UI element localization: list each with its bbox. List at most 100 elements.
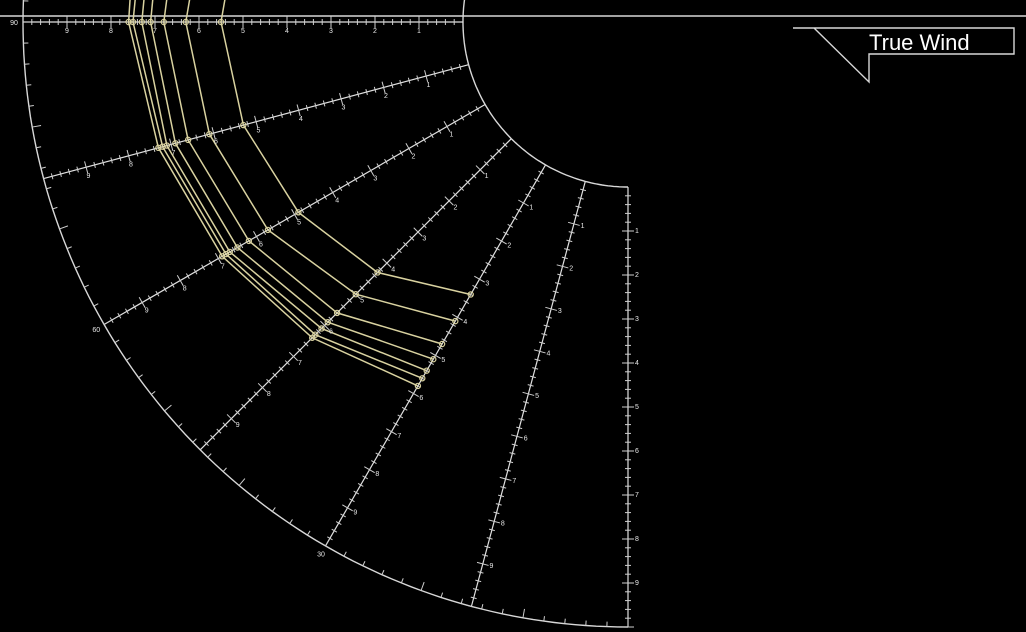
radial-tick — [235, 409, 241, 415]
radial-tick — [257, 382, 268, 393]
radial-tick — [459, 185, 465, 191]
radial-tick-label: 2 — [635, 272, 639, 279]
radial-tick-label: 6 — [524, 436, 528, 443]
radial-tick-label: 7 — [221, 263, 225, 270]
radial-tick — [545, 306, 558, 311]
angle-tick — [501, 608, 504, 614]
radial-tick — [349, 498, 355, 503]
radial-tick — [406, 399, 412, 404]
radial-tick — [147, 295, 152, 301]
radial-tick-label: 4 — [463, 319, 467, 326]
angle-tick — [400, 578, 404, 584]
radial-tick — [390, 82, 394, 89]
radial-tick — [422, 136, 427, 143]
radial-tick — [288, 351, 299, 362]
radial-tick — [437, 128, 442, 134]
speed-point — [452, 317, 459, 325]
radial-tick — [384, 437, 390, 442]
radial-tick — [474, 275, 485, 283]
radial-tick-label: 8 — [129, 162, 133, 169]
speed-curve — [163, 0, 443, 345]
radial-tick — [329, 187, 337, 198]
radial-tick — [76, 166, 79, 173]
speed-point — [155, 144, 162, 152]
radial-tick — [390, 254, 396, 260]
radial-tick — [502, 142, 508, 148]
speed-point — [264, 226, 272, 234]
radial-tick — [278, 366, 284, 372]
radial-tick — [155, 290, 160, 297]
radial-tick — [210, 434, 216, 440]
radial-tick — [516, 208, 522, 213]
speed-point — [160, 18, 167, 26]
speed-point — [234, 244, 241, 251]
radial-tick — [567, 221, 580, 226]
angle-tick — [59, 225, 69, 230]
angle-tick — [420, 581, 425, 591]
radial-tick — [214, 253, 222, 264]
radial-tick — [490, 154, 496, 160]
radial-tick — [408, 390, 419, 397]
radial-tick — [475, 579, 482, 583]
radial-tick — [543, 324, 550, 328]
radial-tick — [353, 490, 360, 495]
radial-tick-label: 9 — [86, 173, 90, 180]
angle-tick — [271, 507, 276, 512]
speed-point — [138, 18, 145, 26]
radial-tick — [393, 422, 399, 426]
radial-tick — [403, 241, 409, 247]
angle-tick-label: 30 — [317, 552, 325, 559]
radial-tick — [241, 403, 247, 409]
radial-tick — [176, 275, 184, 286]
angle-tick — [222, 467, 227, 472]
angle-tick — [522, 608, 525, 618]
radial-tick-label: 1 — [635, 228, 639, 235]
radial-tick — [475, 165, 485, 175]
angle-tick — [66, 246, 72, 250]
radial-tick — [345, 180, 350, 187]
radial-tick-label: 2 — [411, 153, 415, 160]
speed-point — [374, 269, 381, 276]
speed-point — [125, 18, 132, 26]
radial-tick — [538, 170, 544, 175]
radial-tick — [509, 452, 516, 455]
radial-tick — [488, 519, 501, 524]
radial-tick-label: 7 — [171, 150, 175, 157]
radial-tick-label: 2 — [507, 243, 511, 250]
radial-tick-label: 5 — [297, 219, 301, 226]
radial-tick-label: 6 — [259, 241, 263, 248]
radial-tick — [486, 537, 493, 540]
angle-tick — [343, 551, 347, 557]
radial-tick-label: 5 — [241, 28, 245, 35]
inner-arc — [462, 0, 628, 188]
speed-point — [467, 291, 474, 298]
radial-tick — [322, 100, 326, 107]
radial-tick — [93, 161, 96, 168]
title-box-outline — [793, 27, 1015, 84]
radial-tick — [386, 428, 397, 436]
radial-tick — [437, 345, 443, 350]
grid-layer — [22, 0, 634, 628]
angle-tick — [40, 166, 46, 169]
radial-tick-label: 5 — [256, 127, 260, 134]
radial-tick — [347, 297, 353, 303]
radial-tick — [424, 70, 429, 83]
radial-tick — [373, 86, 377, 93]
radial-tick-label: 7 — [153, 28, 157, 35]
radial-tick — [353, 176, 358, 183]
radial-tick — [518, 418, 525, 421]
radial-tick — [211, 127, 216, 139]
radial-tick-label: 8 — [267, 391, 271, 398]
radial-tick — [496, 237, 507, 245]
radial-tick-label: 5 — [535, 393, 539, 400]
radial-tick-label: 6 — [197, 28, 201, 35]
radial-tick — [239, 242, 244, 249]
radial-tick — [427, 217, 433, 223]
radial-tick — [348, 93, 351, 100]
radial-tick — [564, 248, 571, 251]
radial-tick — [399, 150, 404, 156]
radial-tick-label: 4 — [635, 360, 639, 367]
radial-tick — [445, 330, 452, 335]
radial-tick — [533, 349, 546, 354]
radial-tick — [414, 141, 419, 147]
